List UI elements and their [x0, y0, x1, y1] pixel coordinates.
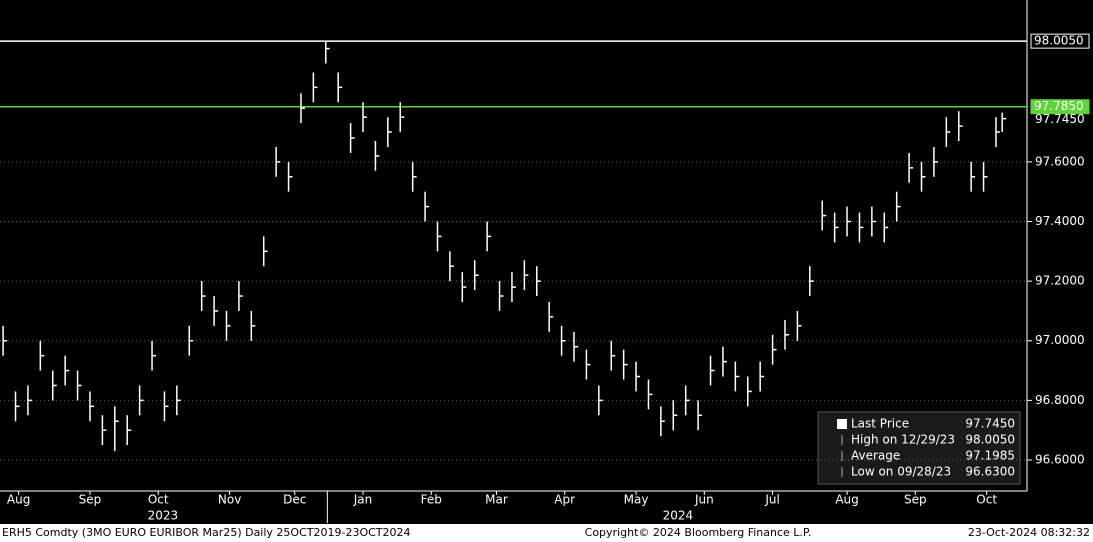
legend-name: Last Price [851, 417, 909, 431]
legend-value: 97.1985 [965, 449, 1015, 463]
y-tick-label: 97.4000 [1035, 214, 1085, 228]
x-tick-label: Oct [148, 493, 169, 507]
reference-label-box [1030, 33, 1090, 49]
legend-value: 96.6300 [965, 465, 1015, 479]
footer: ERH5 Comdty (3MO EURO EURIBOR Mar25) Dai… [0, 524, 1093, 542]
y-tick-label: 96.6000 [1035, 452, 1085, 466]
legend-name: Low on 09/28/23 [851, 465, 951, 479]
y-tick-label: 97.0000 [1035, 333, 1085, 347]
x-tick-label: Jul [764, 493, 779, 507]
x-tick-label: Sep [904, 493, 927, 507]
legend-name: Average [851, 449, 900, 463]
legend-name: High on 12/29/23 [851, 433, 955, 447]
footer-left: ERH5 Comdty (3MO EURO EURIBOR Mar25) Dai… [2, 526, 411, 539]
last-price-label: 97.7450 [1035, 112, 1085, 126]
x-tick-label: Oct [976, 493, 997, 507]
x-tick-label: Dec [283, 493, 306, 507]
reference-label: 98.0050 [1034, 34, 1084, 48]
y-tick-label: 96.8000 [1035, 393, 1085, 407]
x-tick-label: Aug [835, 493, 858, 507]
x-tick-label: Jun [694, 493, 714, 507]
x-tick-label: Feb [421, 493, 442, 507]
y-tick-label: 97.6000 [1035, 154, 1085, 168]
reference-label-box [1030, 99, 1090, 115]
year-label: 2024 [663, 509, 694, 523]
year-label: 2023 [148, 509, 179, 523]
y-tick-label: 97.2000 [1035, 274, 1085, 288]
x-tick-label: Aug [7, 493, 30, 507]
x-tick-label: May [624, 493, 649, 507]
legend-swatch [837, 419, 847, 429]
x-tick-label: Mar [485, 493, 508, 507]
reference-label: 97.7850 [1034, 99, 1084, 113]
footer-center: Copyright© 2024 Bloomberg Finance L.P. [585, 526, 812, 539]
x-tick-label: Apr [554, 493, 575, 507]
legend-value: 98.0050 [965, 433, 1015, 447]
x-tick-label: Sep [79, 493, 102, 507]
legend-box [817, 411, 1021, 485]
x-tick-label: Jan [353, 493, 373, 507]
footer-band [0, 524, 1093, 542]
legend-value: 97.7450 [965, 417, 1015, 431]
x-tick-label: Nov [218, 493, 241, 507]
footer-right: 23-Oct-2024 08:32:32 [968, 526, 1090, 539]
